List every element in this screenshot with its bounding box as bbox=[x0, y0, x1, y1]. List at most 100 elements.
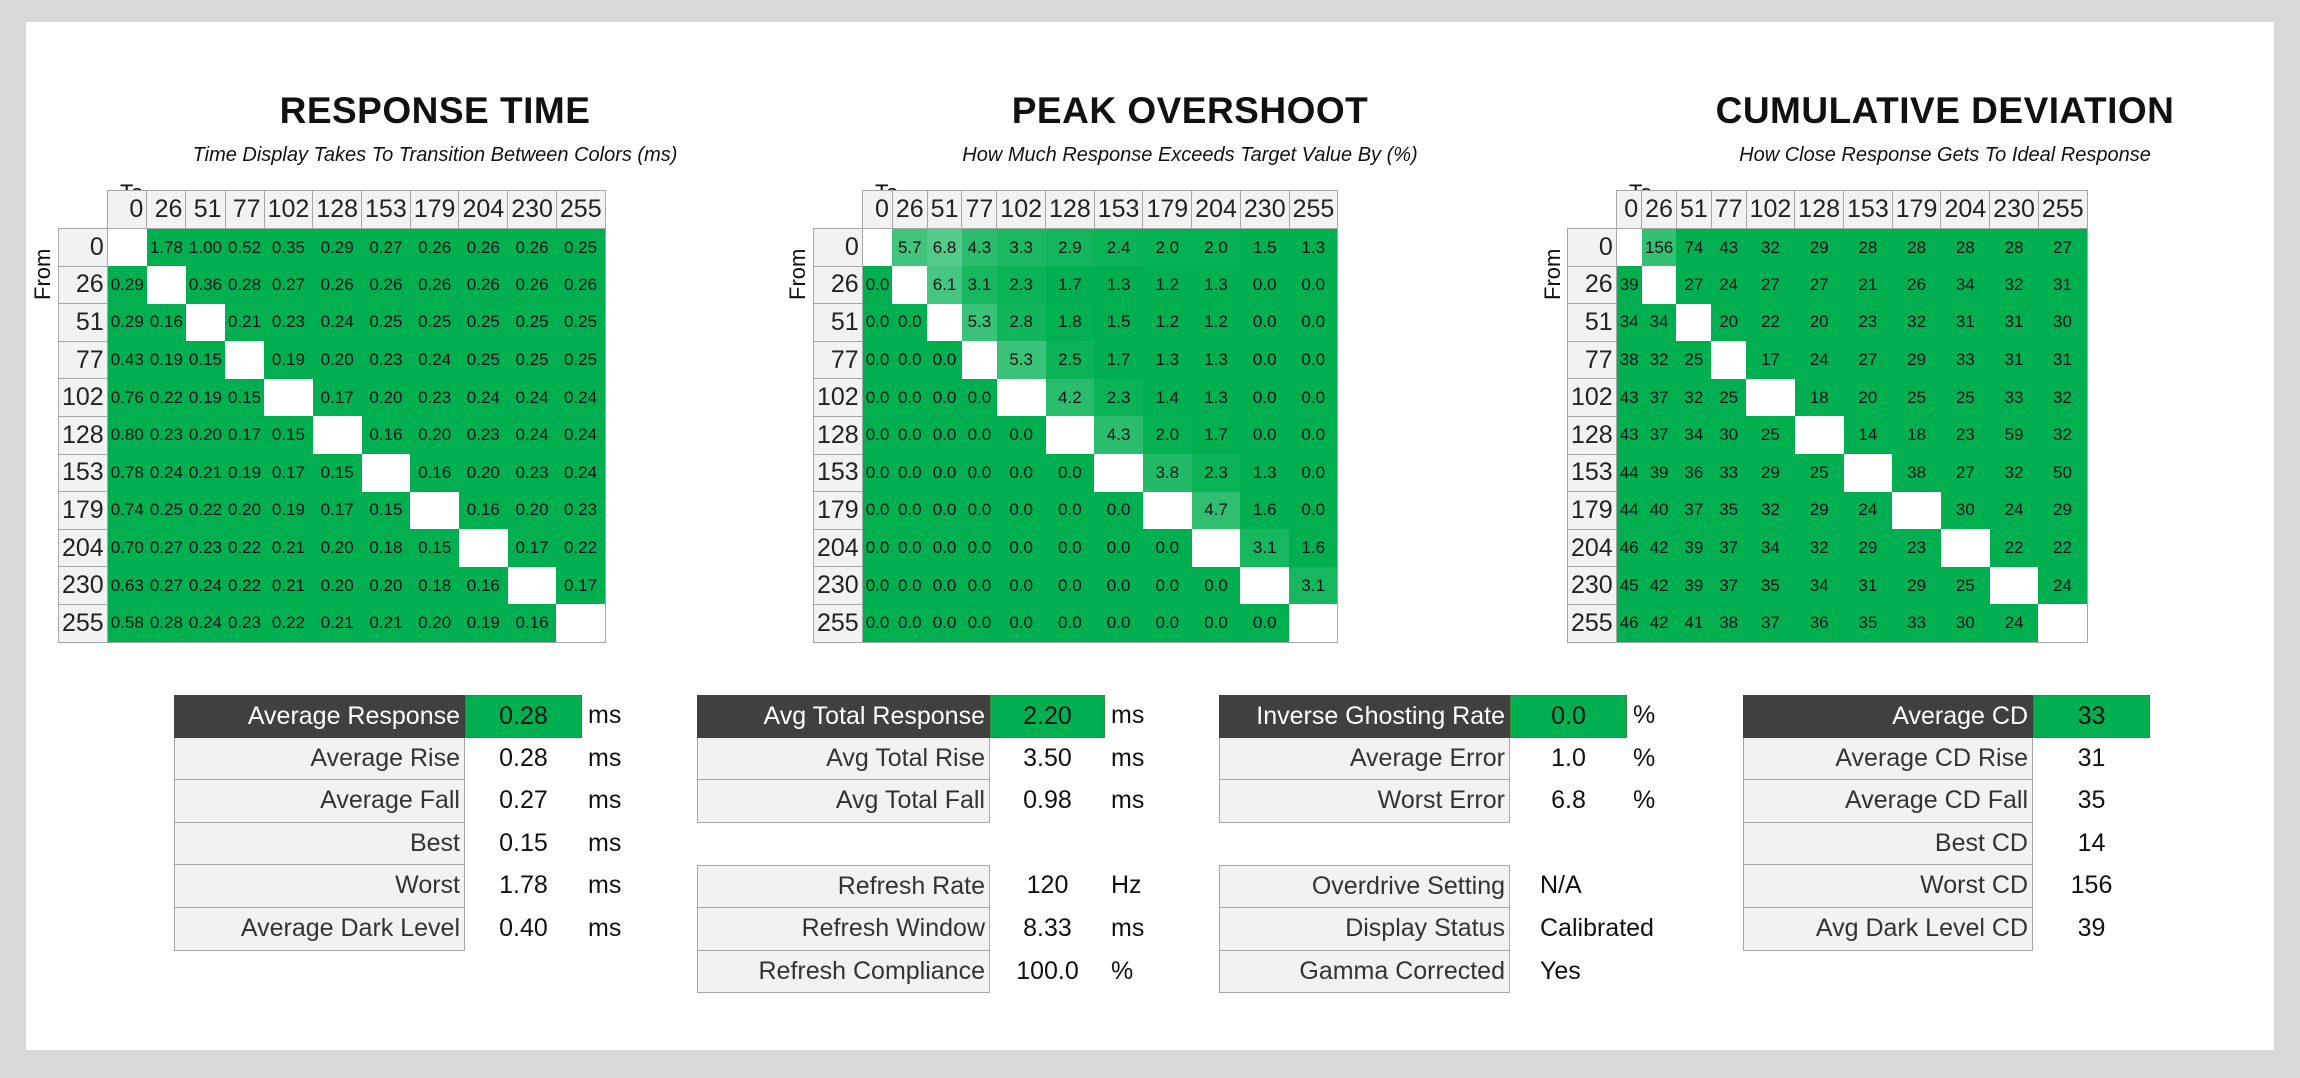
matrix-cell: 0.25 bbox=[458, 341, 508, 379]
stat-row: Worst 1.78 ms bbox=[174, 865, 621, 908]
matrix-cell: 0.0 bbox=[892, 491, 928, 530]
matrix-cell: 29 bbox=[1892, 341, 1941, 379]
matrix-cell: 31 bbox=[1843, 566, 1893, 605]
matrix-cell: 0.20 bbox=[410, 416, 459, 455]
matrix-cell: 25 bbox=[1711, 378, 1747, 417]
matrix-cell: 2.0 bbox=[1191, 228, 1241, 267]
matrix-cell: 25 bbox=[1676, 341, 1712, 379]
matrix-cell: 4.2 bbox=[1045, 378, 1095, 417]
matrix-cell: 0.16 bbox=[458, 566, 508, 605]
matrix-cell: 43 bbox=[1711, 228, 1747, 267]
stat-label: Overdrive Setting bbox=[1219, 865, 1510, 908]
matrix-cell: 0.0 bbox=[927, 604, 962, 643]
matrix-cell: 0.16 bbox=[410, 454, 459, 492]
matrix-cell: 1.4 bbox=[1142, 378, 1192, 417]
stat-unit bbox=[2150, 865, 2156, 908]
matrix-cell: 0.0 bbox=[862, 266, 893, 304]
matrix-cell: 0.29 bbox=[312, 228, 362, 267]
row-header: 179 bbox=[1567, 491, 1617, 530]
row-header: 255 bbox=[1567, 603, 1617, 643]
stat-unit: ms bbox=[588, 786, 622, 815]
matrix-cell: 0.27 bbox=[264, 266, 313, 304]
peak-overshoot-matrix: 0 26 51 77 102 128 153 179 204 230 255 0 5.7 6.8 4.3 3.… bbox=[813, 190, 1339, 643]
matrix-cell: 0.0 bbox=[1289, 491, 1339, 530]
matrix-cell: 28 bbox=[1989, 228, 2039, 267]
stats-block: Overdrive Setting N/A Display Status Calibr… bbox=[1219, 865, 1655, 994]
column-header: 179 bbox=[1891, 190, 1942, 229]
matrix-cell: 0.0 bbox=[862, 491, 893, 530]
matrix-cell: 0.0 bbox=[961, 454, 997, 492]
matrix-cell: 0.0 bbox=[862, 303, 893, 342]
column-header: 204 bbox=[1191, 190, 1241, 229]
matrix-cell: 0.26 bbox=[410, 266, 459, 304]
stat-label: Best bbox=[174, 822, 465, 866]
stat-unit bbox=[2150, 738, 2156, 781]
matrix-cell: 32 bbox=[1794, 529, 1844, 567]
matrix-cell: 34 bbox=[1676, 416, 1712, 455]
matrix-cell-empty bbox=[2038, 604, 2088, 643]
matrix-cell: 0.26 bbox=[507, 228, 557, 267]
stat-value: 0.0 bbox=[1510, 695, 1627, 738]
matrix-cell-empty bbox=[927, 303, 962, 342]
peak-overshoot-subtitle: How Much Response Exceeds Target Value B… bbox=[962, 144, 1418, 166]
matrix-cell: 23 bbox=[1940, 416, 1990, 455]
matrix-cell-empty bbox=[1094, 454, 1143, 492]
matrix-cell: 156 bbox=[1641, 228, 1677, 267]
column-header: 153 bbox=[361, 190, 411, 229]
stat-label: Display Status bbox=[1219, 907, 1510, 951]
matrix-cell: 74 bbox=[1676, 228, 1712, 267]
matrix-cell: 0.0 bbox=[1094, 604, 1143, 643]
matrix-cell: 0.0 bbox=[996, 604, 1046, 643]
matrix-cell: 0.18 bbox=[410, 566, 459, 605]
matrix-cell: 39 bbox=[1676, 529, 1712, 567]
cumulative-deviation-subtitle: How Close Response Gets To Ideal Respons… bbox=[1739, 144, 2151, 166]
matrix-cell: 24 bbox=[1711, 266, 1747, 304]
matrix-cell: 3.1 bbox=[961, 266, 997, 304]
matrix-cell: 0.17 bbox=[225, 416, 265, 455]
matrix-cell: 32 bbox=[1641, 341, 1677, 379]
matrix-cell: 0.0 bbox=[996, 454, 1046, 492]
matrix-cell: 0.21 bbox=[225, 303, 265, 342]
matrix-cell: 32 bbox=[1989, 266, 2039, 304]
matrix-cell: 35 bbox=[1746, 566, 1795, 605]
matrix-cell: 0.20 bbox=[225, 491, 265, 530]
stats-block: Inverse Ghosting Rate 0.0% Average Error 1.… bbox=[1219, 695, 1655, 823]
matrix-cell: 29 bbox=[1794, 491, 1844, 530]
row-header: 128 bbox=[813, 415, 863, 455]
matrix-cell-empty bbox=[1892, 491, 1941, 530]
matrix-cell: 1.7 bbox=[1045, 266, 1095, 304]
matrix-cell: 0.29 bbox=[107, 266, 147, 304]
cumulative-deviation-matrix: 0 26 51 77 102 128 153 179 204 230 255 0 156 74 43 32 29… bbox=[1567, 190, 2088, 643]
stat-label: Avg Dark Level CD bbox=[1743, 907, 2033, 951]
column-header: 102 bbox=[1745, 190, 1796, 229]
stat-label: Avg Total Fall bbox=[697, 780, 990, 823]
stat-row: Best 0.15 ms bbox=[174, 822, 621, 866]
matrix-cell: 34 bbox=[1940, 266, 1990, 304]
matrix-cell: 0.20 bbox=[312, 566, 362, 605]
matrix-cell: 0.24 bbox=[458, 378, 508, 417]
stat-value: 100.0 bbox=[1016, 956, 1079, 985]
row-header: 128 bbox=[58, 415, 108, 455]
matrix-cell: 0.15 bbox=[410, 529, 459, 567]
matrix-cell: 0.20 bbox=[185, 416, 225, 455]
matrix-cell: 0.0 bbox=[862, 566, 893, 605]
matrix-cell: 24 bbox=[1989, 604, 2039, 643]
stat-label: Avg Total Rise bbox=[697, 737, 990, 781]
matrix-cell: 0.0 bbox=[1240, 416, 1290, 455]
from-axis-label: From bbox=[1540, 248, 1565, 300]
matrix-cell: 0.0 bbox=[1240, 266, 1290, 304]
matrix-cell: 0.16 bbox=[458, 491, 508, 530]
matrix-cell: 0.22 bbox=[185, 491, 225, 530]
from-axis-label: From bbox=[30, 248, 55, 300]
matrix-cell: 27 bbox=[1746, 266, 1795, 304]
matrix-cell: 37 bbox=[1676, 491, 1712, 530]
stat-row: Average CD Fall 35 bbox=[1743, 780, 2156, 823]
matrix-cell: 34 bbox=[1616, 303, 1642, 342]
matrix-cell: 5.7 bbox=[892, 228, 928, 267]
matrix-cell: 0.28 bbox=[225, 266, 265, 304]
matrix-cell: 20 bbox=[1711, 303, 1747, 342]
matrix-cell: 28 bbox=[1892, 228, 1941, 267]
matrix-cell: 29 bbox=[1746, 454, 1795, 492]
column-header: 51 bbox=[1675, 190, 1712, 229]
matrix-cell: 0.20 bbox=[507, 491, 557, 530]
